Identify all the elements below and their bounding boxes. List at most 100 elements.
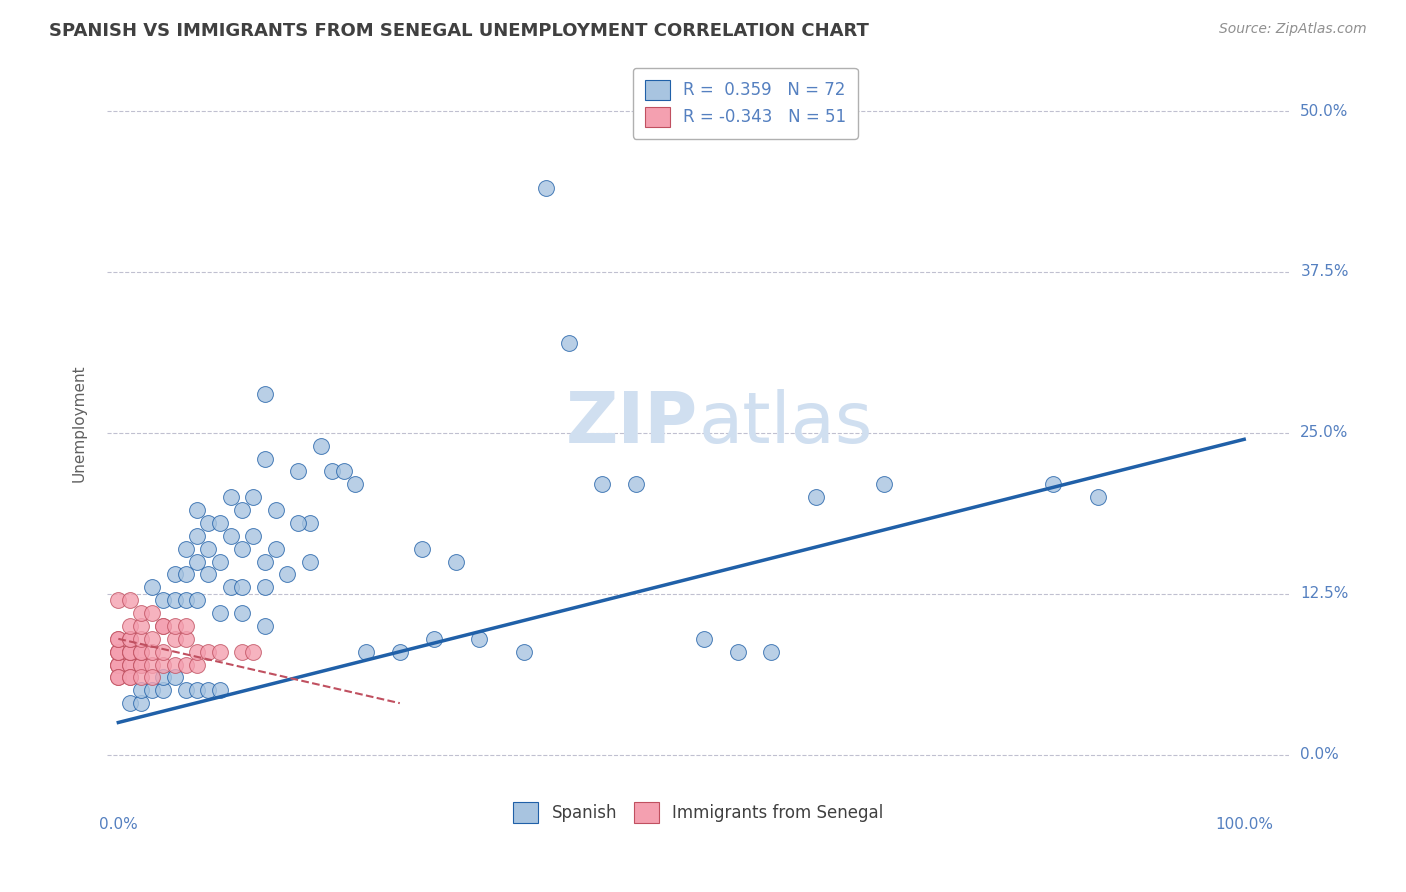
Point: [163, 619, 186, 633]
Point: [163, 657, 186, 672]
Point: [219, 529, 242, 543]
Text: 0.0%: 0.0%: [1301, 747, 1339, 762]
Point: [354, 645, 377, 659]
Point: [321, 465, 343, 479]
Point: [118, 632, 141, 646]
Point: [253, 580, 276, 594]
Point: [107, 670, 129, 684]
Point: [107, 593, 129, 607]
Point: [141, 670, 163, 684]
Point: [253, 387, 276, 401]
Point: [141, 606, 163, 620]
Point: [118, 657, 141, 672]
Point: [141, 580, 163, 594]
Point: [163, 632, 186, 646]
Point: [152, 683, 174, 698]
Point: [174, 632, 197, 646]
Point: [118, 670, 141, 684]
Point: [186, 645, 208, 659]
Point: [231, 503, 253, 517]
Point: [411, 541, 433, 556]
Point: [298, 555, 321, 569]
Point: [152, 657, 174, 672]
Text: 25.0%: 25.0%: [1301, 425, 1348, 441]
Point: [219, 580, 242, 594]
Point: [107, 645, 129, 659]
Point: [276, 567, 298, 582]
Text: 50.0%: 50.0%: [1301, 103, 1348, 119]
Legend: Spanish, Immigrants from Senegal: Spanish, Immigrants from Senegal: [506, 796, 890, 830]
Point: [174, 567, 197, 582]
Point: [626, 477, 648, 491]
Point: [107, 657, 129, 672]
Point: [107, 657, 129, 672]
Point: [118, 657, 141, 672]
Point: [208, 516, 231, 530]
Point: [253, 619, 276, 633]
Point: [761, 645, 783, 659]
Point: [242, 645, 264, 659]
Point: [129, 632, 152, 646]
Point: [186, 529, 208, 543]
Point: [186, 683, 208, 698]
Point: [298, 516, 321, 530]
Point: [118, 696, 141, 710]
Point: [129, 645, 152, 659]
Point: [186, 593, 208, 607]
Point: [231, 606, 253, 620]
Point: [163, 593, 186, 607]
Point: [444, 555, 467, 569]
Point: [287, 516, 309, 530]
Point: [309, 439, 332, 453]
Point: [163, 567, 186, 582]
Point: [197, 645, 219, 659]
Point: [129, 657, 152, 672]
Point: [107, 657, 129, 672]
Point: [141, 632, 163, 646]
Point: [118, 645, 141, 659]
Point: [388, 645, 411, 659]
Point: [512, 645, 534, 659]
Point: [152, 593, 174, 607]
Point: [107, 645, 129, 659]
Point: [186, 657, 208, 672]
Text: Source: ZipAtlas.com: Source: ZipAtlas.com: [1219, 22, 1367, 37]
Point: [467, 632, 489, 646]
Point: [174, 619, 197, 633]
Point: [197, 567, 219, 582]
Point: [152, 619, 174, 633]
Point: [693, 632, 716, 646]
Point: [208, 645, 231, 659]
Point: [129, 606, 152, 620]
Point: [253, 555, 276, 569]
Point: [197, 516, 219, 530]
Point: [141, 657, 163, 672]
Point: [152, 619, 174, 633]
Point: [264, 541, 287, 556]
Text: ZIP: ZIP: [565, 389, 699, 458]
Point: [174, 683, 197, 698]
Text: atlas: atlas: [699, 389, 873, 458]
Point: [242, 529, 264, 543]
Point: [129, 645, 152, 659]
Point: [129, 683, 152, 698]
Point: [186, 555, 208, 569]
Text: 37.5%: 37.5%: [1301, 265, 1348, 279]
Point: [152, 645, 174, 659]
Point: [422, 632, 444, 646]
Point: [197, 683, 219, 698]
Point: [197, 541, 219, 556]
Point: [219, 490, 242, 504]
Point: [129, 657, 152, 672]
Point: [152, 670, 174, 684]
Point: [107, 670, 129, 684]
Point: [534, 181, 557, 195]
Point: [129, 696, 152, 710]
Point: [1087, 490, 1109, 504]
Point: [129, 670, 152, 684]
Point: [208, 683, 231, 698]
Point: [174, 593, 197, 607]
Point: [231, 645, 253, 659]
Point: [118, 670, 141, 684]
Point: [231, 580, 253, 594]
